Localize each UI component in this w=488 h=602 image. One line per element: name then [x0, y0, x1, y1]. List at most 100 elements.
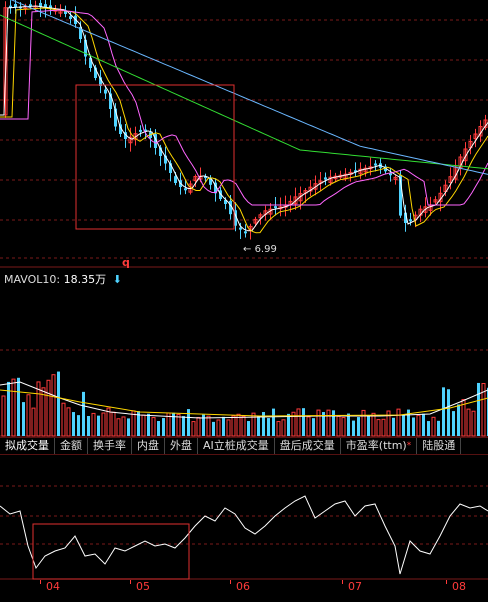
volume-bar [26, 394, 31, 437]
volume-bar [236, 413, 241, 437]
indicator-tab[interactable]: AI立桩成交量 [198, 438, 275, 454]
date-axis-label: 05 [136, 580, 150, 593]
volume-bar [251, 412, 256, 437]
volume-bar [191, 421, 196, 437]
candle-body [204, 176, 207, 179]
volume-bar [77, 415, 80, 436]
date-axis-label: 06 [236, 580, 250, 593]
candle-body [258, 214, 263, 219]
indicator-tab[interactable]: 金额 [55, 438, 88, 454]
indicator-tab-label: 金额 [60, 439, 82, 452]
volume-bar [312, 418, 315, 436]
volume-ma10-line [0, 389, 488, 417]
date-axis: 04 05 06 07 08 [0, 580, 488, 594]
candle-body [229, 200, 232, 215]
volume-bar [127, 418, 130, 436]
indicator-tab-label: 外盘 [170, 439, 192, 452]
candle-body [144, 129, 147, 132]
indicator-tab-label: 市盈率(ttm) [345, 439, 407, 452]
indicator-tab[interactable]: 市盈率(ttm)* [341, 438, 418, 454]
volume-bar [376, 419, 381, 437]
volume-bar [416, 414, 421, 437]
candle-body [128, 136, 133, 144]
volume-bar [452, 411, 455, 436]
candle-body [374, 163, 377, 166]
volume-bar [361, 409, 366, 437]
volume-bar [196, 416, 201, 437]
volume-bar [17, 377, 20, 436]
volume-indicator-name: MAVOL10: [4, 273, 61, 286]
candle-body [79, 27, 82, 39]
volume-bar [182, 416, 185, 436]
candle-body [313, 183, 318, 190]
candle-body [29, 4, 32, 7]
candle-body [94, 67, 97, 78]
volume-bar [326, 409, 331, 437]
price-candlestick-chart[interactable] [0, 0, 488, 268]
indicator-tab-label: 拟成交量 [5, 439, 49, 452]
volume-bar [202, 414, 205, 436]
volume-bar [407, 409, 410, 436]
date-axis-tick [230, 580, 231, 584]
candle-body [84, 39, 87, 57]
candle-body [384, 166, 387, 172]
candle-body [328, 176, 333, 183]
candle-body [14, 4, 17, 8]
candle-body [473, 133, 478, 139]
volume-bar [347, 413, 350, 436]
indicator-tab[interactable]: 陆股通 [417, 438, 462, 454]
volume-bar [332, 410, 335, 436]
volume-bar [427, 421, 430, 436]
candle-body [193, 176, 198, 182]
indicator-tab-label: 盘后成交量 [279, 439, 335, 452]
volume-bar [36, 381, 41, 437]
indicator-tab-label: 陆股通 [422, 439, 456, 452]
volume-bar [157, 421, 160, 436]
candle-body [244, 231, 247, 234]
date-axis-label: 07 [348, 580, 362, 593]
candle-body [164, 155, 167, 164]
candle-body [389, 173, 392, 176]
volume-bar [262, 412, 265, 436]
volume-bar [106, 407, 111, 437]
volume-bar [147, 413, 150, 436]
date-axis-label: 08 [452, 580, 466, 593]
ma5-line [0, 5, 488, 232]
volume-bar [141, 414, 146, 437]
volume-bar [222, 416, 225, 436]
volume-bar [437, 420, 440, 436]
volume-bar [296, 408, 301, 437]
footer-strip [0, 594, 488, 602]
ma10-line [0, 7, 488, 234]
indicator-tab[interactable]: 外盘 [165, 438, 198, 454]
volume-bar [206, 415, 211, 437]
indicator-line-chart[interactable] [0, 456, 488, 580]
candle-body [448, 176, 453, 183]
candle-body [44, 4, 47, 8]
candle-body [114, 108, 117, 127]
volume-bar [412, 417, 415, 436]
volume-bar [11, 378, 16, 437]
low-price-marker: ← 6.99 [243, 244, 277, 255]
volume-bar [87, 415, 90, 436]
indicator-tab[interactable]: 换手率 [88, 438, 132, 454]
indicator-tab[interactable]: 拟成交量 [0, 438, 55, 454]
candle-body [234, 210, 237, 226]
volume-bar [111, 411, 116, 437]
candle-body [99, 77, 102, 86]
candle-body [209, 177, 212, 185]
indicator-tab[interactable]: 内盘 [132, 438, 165, 454]
volume-bar [357, 417, 360, 436]
indicator-tab[interactable]: 盘后成交量 [275, 438, 341, 454]
volume-bar [267, 418, 270, 436]
indicator-tab-label: 内盘 [137, 439, 159, 452]
volume-bar-chart[interactable] [0, 290, 488, 438]
volume-bar [137, 411, 140, 436]
volume-bar [322, 412, 325, 436]
candle-body [274, 206, 277, 209]
volume-bar [231, 415, 236, 437]
volume-bar [1, 395, 6, 437]
candle-body [393, 176, 398, 180]
volume-bar [371, 412, 376, 437]
